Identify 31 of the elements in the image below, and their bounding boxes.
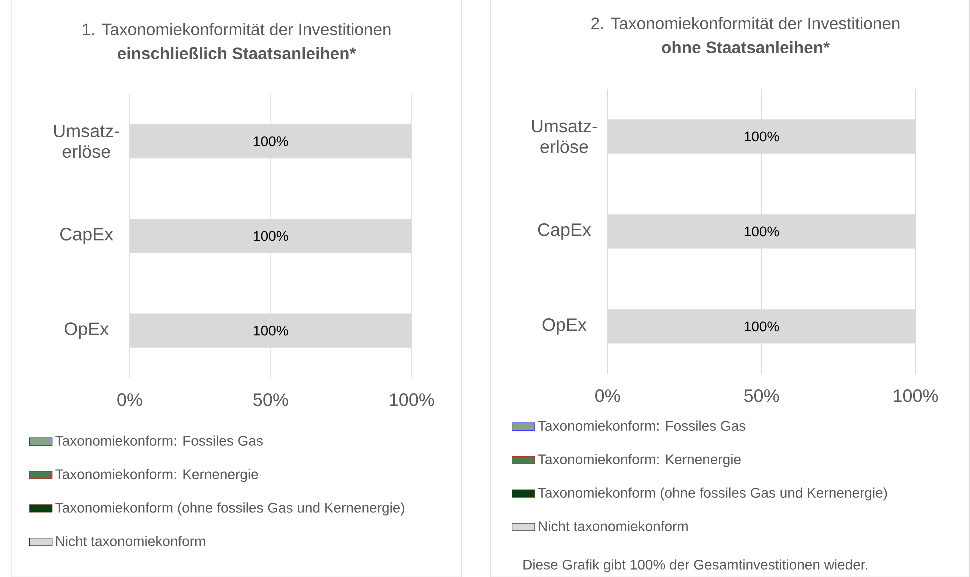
legend-label: Taxonomiekonform: Kernenergie [56,469,258,482]
data-label: 100% [254,136,288,146]
y-tick-label: Umsatz- erlöse [54,124,120,158]
x-tick-label: 0% [118,393,142,406]
legend-label: Taxonomiekonform (ohne fossiles Gas und Kernenergie) [538,488,888,501]
data-label: 100% [254,231,288,241]
y-tick-label: OpEx [542,318,587,335]
legend-label: Nicht taxonomiekonform [539,521,688,532]
data-label: 100% [744,132,780,142]
y-tick-label: OpEx [64,322,109,339]
chart-title: 2. Taxonomiekonformität der Investitionen [592,17,900,30]
legend-label: Taxonomiekonform: Fossiles Gas [56,436,263,446]
x-tick-label: 100% [390,393,434,406]
x-tick-label: 0% [596,389,620,402]
y-tick-label: CapEx [538,223,592,240]
chart-subtitle: ohne Staatsanleihen* [662,41,830,54]
data-label: 100% [744,226,780,236]
data-label: 100% [744,322,780,332]
legend-label: Taxonomiekonform (ohne fossiles Gas und Kernenergie) [56,502,404,516]
data-label: 100% [254,326,288,336]
legend-label: Taxonomiekonform: Kernenergie [538,454,741,468]
x-tick-label: 100% [894,389,938,402]
x-tick-label: 50% [744,389,780,402]
text: Diese Grafik gibt 100% der Gesamtinvestitionen wieder. [524,559,868,572]
chart-title: 1. Taxonomiekonformität der Investitionen [83,23,391,36]
chart-subtitle: einschließlich Staatsanleihen* [118,47,356,60]
legend-label: Taxonomiekonform: Fossiles Gas [538,420,746,431]
legend-label: Nicht taxonomiekonform [56,536,206,546]
x-tick-label: 50% [254,393,288,406]
y-tick-label: CapEx [60,228,114,244]
y-tick-label: Umsatz- erlöse [532,120,598,154]
